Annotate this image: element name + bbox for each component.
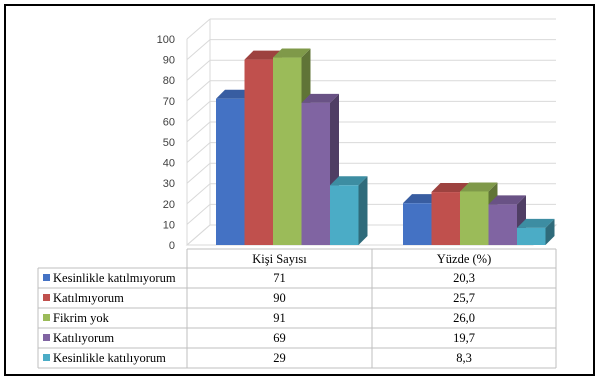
bar-top [431, 183, 469, 193]
bar [244, 59, 273, 245]
bar-top [330, 176, 368, 186]
bar-top [273, 48, 311, 58]
data-table-value: 19,7 [453, 331, 475, 345]
bar [301, 102, 330, 245]
bar [216, 98, 245, 246]
bar-top [517, 218, 555, 228]
data-table-value: 90 [273, 291, 286, 305]
bar [330, 185, 359, 245]
bar-top [216, 89, 254, 99]
gridline-left-wall [186, 101, 211, 122]
y-tick-label: 100 [157, 34, 175, 46]
data-table-value: 25,7 [453, 291, 475, 305]
data-table-value: 71 [273, 271, 286, 285]
data-table-value: 91 [273, 311, 286, 325]
legend-label: Kesinlikle katılıyorum [53, 351, 166, 365]
legend-swatch [43, 314, 50, 321]
gridline-left-wall [186, 80, 211, 102]
gridline-left-wall [186, 142, 211, 163]
bar [403, 203, 432, 245]
bar [460, 191, 489, 245]
legend-swatch [43, 294, 50, 301]
data-table-value: 69 [273, 331, 286, 345]
legend-label: Katılıyorum [53, 331, 114, 345]
legend-label: Kesinlikle katılmıyorum [53, 271, 176, 285]
bar-top [488, 195, 526, 205]
bar [431, 192, 460, 245]
data-table-value: 26,0 [453, 311, 475, 325]
y-tick-label: 80 [163, 75, 175, 87]
x-category-label: Kişi Sayısı [252, 252, 307, 266]
legend-swatch [43, 334, 50, 341]
y-tick-label: 50 [163, 137, 175, 149]
y-tick-label: 20 [163, 199, 175, 211]
bar-top [403, 194, 441, 204]
y-tick-label: 30 [163, 178, 175, 190]
bar [488, 204, 517, 245]
gridline-left-wall [186, 59, 211, 81]
bar [273, 57, 302, 245]
y-tick-label: 70 [163, 96, 175, 108]
x-category-label: Yüzde (%) [437, 252, 492, 266]
gridline-left-wall [186, 121, 211, 143]
legend-swatch [43, 274, 50, 281]
legend-label: Katılmıyorum [53, 291, 124, 305]
bar-top [460, 182, 498, 192]
bar-top [244, 50, 282, 60]
gridline-left-wall [186, 18, 211, 40]
gridline-left-wall [186, 39, 211, 60]
y-tick-label: 0 [169, 240, 175, 252]
y-tick-label: 40 [163, 158, 175, 170]
y-tick-label: 10 [163, 219, 175, 231]
bar-side [358, 176, 368, 245]
gridline-left-wall [186, 162, 211, 184]
data-table-value: 29 [273, 351, 286, 365]
bar-side [545, 218, 555, 245]
data-table-value: 8,3 [456, 351, 472, 365]
bar-top [301, 93, 339, 103]
bar [517, 227, 546, 245]
legend-swatch [43, 354, 50, 361]
gridline-left-wall [186, 204, 211, 225]
y-tick-label: 90 [163, 55, 175, 67]
legend-label: Fikrim yok [53, 311, 110, 325]
y-tick-label: 60 [163, 116, 175, 128]
data-table-value: 20,3 [453, 271, 475, 285]
gridline-left-wall [186, 183, 211, 205]
